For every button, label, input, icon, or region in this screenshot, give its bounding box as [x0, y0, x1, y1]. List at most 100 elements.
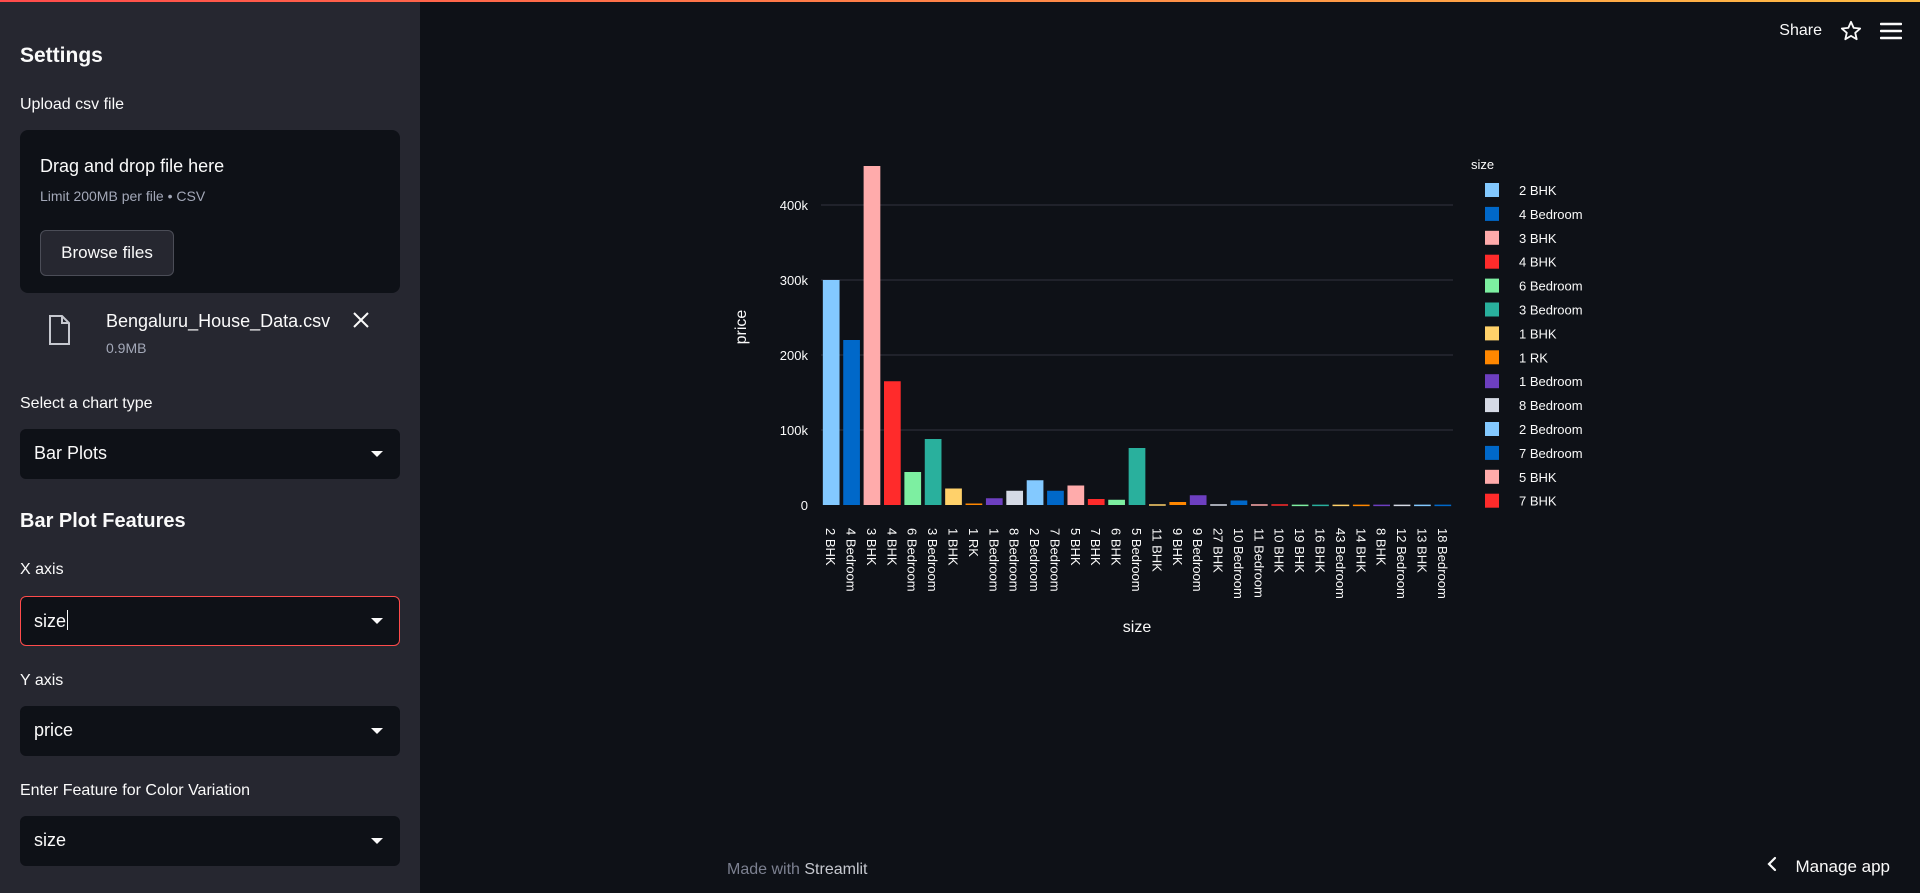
legend-item: 8 Bedroom — [1519, 398, 1583, 413]
legend-title: size — [1471, 157, 1494, 172]
x-tick-label: 13 BHK — [1414, 528, 1429, 573]
sidebar-title: Settings — [20, 44, 103, 67]
color-feature-label: Enter Feature for Color Variation — [20, 782, 251, 799]
x-tick-label: 12 Bedroom — [1394, 528, 1409, 599]
legend-swatch — [1485, 445, 1499, 460]
bar — [965, 503, 983, 505]
y-axis-value: price — [34, 720, 74, 740]
bar — [1414, 504, 1431, 507]
bar — [1067, 485, 1085, 505]
file-icon — [48, 315, 70, 350]
streamlit-brand: Streamlit — [804, 861, 868, 878]
legend-swatch — [1485, 374, 1499, 389]
made-with-streamlit[interactable]: Made with Streamlit — [727, 861, 868, 879]
bar — [945, 488, 962, 505]
legend-swatch — [1485, 398, 1499, 413]
y-tick-label: 300k — [780, 273, 809, 288]
color-feature-select[interactable]: size — [20, 816, 400, 866]
legend-swatch — [1485, 422, 1499, 436]
chevron-down-icon — [371, 838, 383, 844]
legend-swatch — [1485, 230, 1499, 245]
legend-item: 1 RK — [1519, 350, 1548, 365]
top-accent-line — [0, 0, 1920, 2]
remove-file-close-icon[interactable] — [352, 309, 370, 335]
hamburger-menu-icon[interactable] — [1880, 22, 1902, 40]
x-tick-label: 1 BHK — [946, 528, 961, 566]
bar — [985, 498, 1003, 505]
bar — [1128, 448, 1146, 505]
bar — [1352, 504, 1370, 507]
bar — [822, 280, 840, 505]
legend-item: 3 Bedroom — [1519, 303, 1583, 318]
x-tick-label: 10 BHK — [1272, 528, 1287, 573]
x-tick-label: 1 RK — [966, 528, 981, 557]
x-tick-label: 10 Bedroom — [1231, 528, 1246, 599]
header-actions: Share — [1779, 16, 1902, 46]
legend-swatch — [1485, 278, 1499, 293]
chart-type-select[interactable]: Bar Plots — [20, 429, 400, 479]
share-button[interactable]: Share — [1779, 22, 1822, 39]
y-axis-label: Y axis — [20, 672, 64, 689]
y-tick-label: 100k — [780, 423, 809, 438]
bar — [863, 166, 881, 505]
made-with-text: Made with — [727, 861, 800, 878]
y-tick-label: 0 — [801, 498, 808, 513]
x-tick-label: 9 BHK — [1170, 528, 1185, 566]
bar — [1006, 490, 1024, 505]
y-axis-select[interactable]: price — [20, 706, 400, 756]
dropzone-title: Drag and drop file here — [40, 156, 225, 176]
bar — [1291, 504, 1309, 507]
bar — [1087, 499, 1105, 505]
x-tick-label: 27 BHK — [1211, 528, 1226, 573]
x-tick-label: 4 Bedroom — [844, 528, 859, 592]
x-tick-label: 16 BHK — [1312, 528, 1327, 573]
color-feature-value: size — [34, 830, 67, 850]
x-tick-label: 7 BHK — [1088, 528, 1103, 566]
legend-item: 7 BHK — [1519, 494, 1557, 509]
legend-swatch — [1485, 206, 1499, 221]
bar-chart: 0 100k 200k 300k 400k price 2 BHK 4 Bedroom 3 BH… — [733, 157, 1583, 636]
x-axis-label: X axis — [20, 561, 64, 578]
bar — [883, 381, 901, 505]
legend-item: 7 Bedroom — [1519, 446, 1583, 461]
bar — [1169, 502, 1187, 505]
x-tick-label: 3 Bedroom — [925, 528, 940, 592]
chart-type-value: Bar Plots — [34, 443, 108, 463]
y-tick-label: 400k — [780, 198, 809, 213]
browse-files-button[interactable]: Browse files — [40, 230, 174, 276]
manage-app-label: Manage app — [1795, 856, 1890, 876]
x-tick-label: 6 BHK — [1109, 528, 1124, 566]
manage-app-button[interactable]: Manage app — [1767, 856, 1890, 877]
x-tick-label: 7 Bedroom — [1047, 528, 1062, 592]
y-tick-label: 200k — [780, 348, 809, 363]
uploaded-file: Bengaluru_House_Data.csv 0.9MB — [20, 305, 400, 365]
bar — [1210, 504, 1227, 506]
bar — [904, 472, 922, 505]
bar — [1250, 504, 1268, 506]
legend-item: 5 BHK — [1519, 470, 1557, 485]
x-tick-label: 4 BHK — [884, 528, 899, 566]
bar — [1271, 504, 1289, 506]
legend-item: 4 BHK — [1519, 255, 1557, 270]
file-size: 0.9MB — [106, 340, 147, 356]
x-tick-label: 19 BHK — [1292, 528, 1307, 573]
legend-item: 4 Bedroom — [1519, 207, 1583, 222]
x-axis-select[interactable]: size — [20, 596, 400, 646]
dropzone-limit: Limit 200MB per file • CSV — [40, 188, 206, 204]
upload-label: Upload csv file — [20, 96, 125, 113]
legend-swatch — [1485, 350, 1499, 365]
bar — [1230, 500, 1248, 505]
star-icon[interactable] — [1840, 20, 1862, 42]
x-tick-label: 8 BHK — [1374, 528, 1389, 566]
bar — [1189, 495, 1207, 505]
chevron-down-icon — [371, 728, 383, 734]
x-tick-label: 11 Bedroom — [1251, 528, 1266, 598]
legend-item: 3 BHK — [1519, 231, 1557, 246]
file-dropzone[interactable]: Drag and drop file here Limit 200MB per … — [20, 130, 400, 293]
bar — [1393, 504, 1411, 507]
x-tick-label: 11 BHK — [1149, 528, 1164, 572]
legend-swatch — [1485, 183, 1499, 197]
x-tick-label: 2 Bedroom — [1027, 528, 1042, 592]
x-tick-label: 43 Bedroom — [1333, 528, 1348, 599]
y-axis-label: price — [733, 310, 750, 345]
